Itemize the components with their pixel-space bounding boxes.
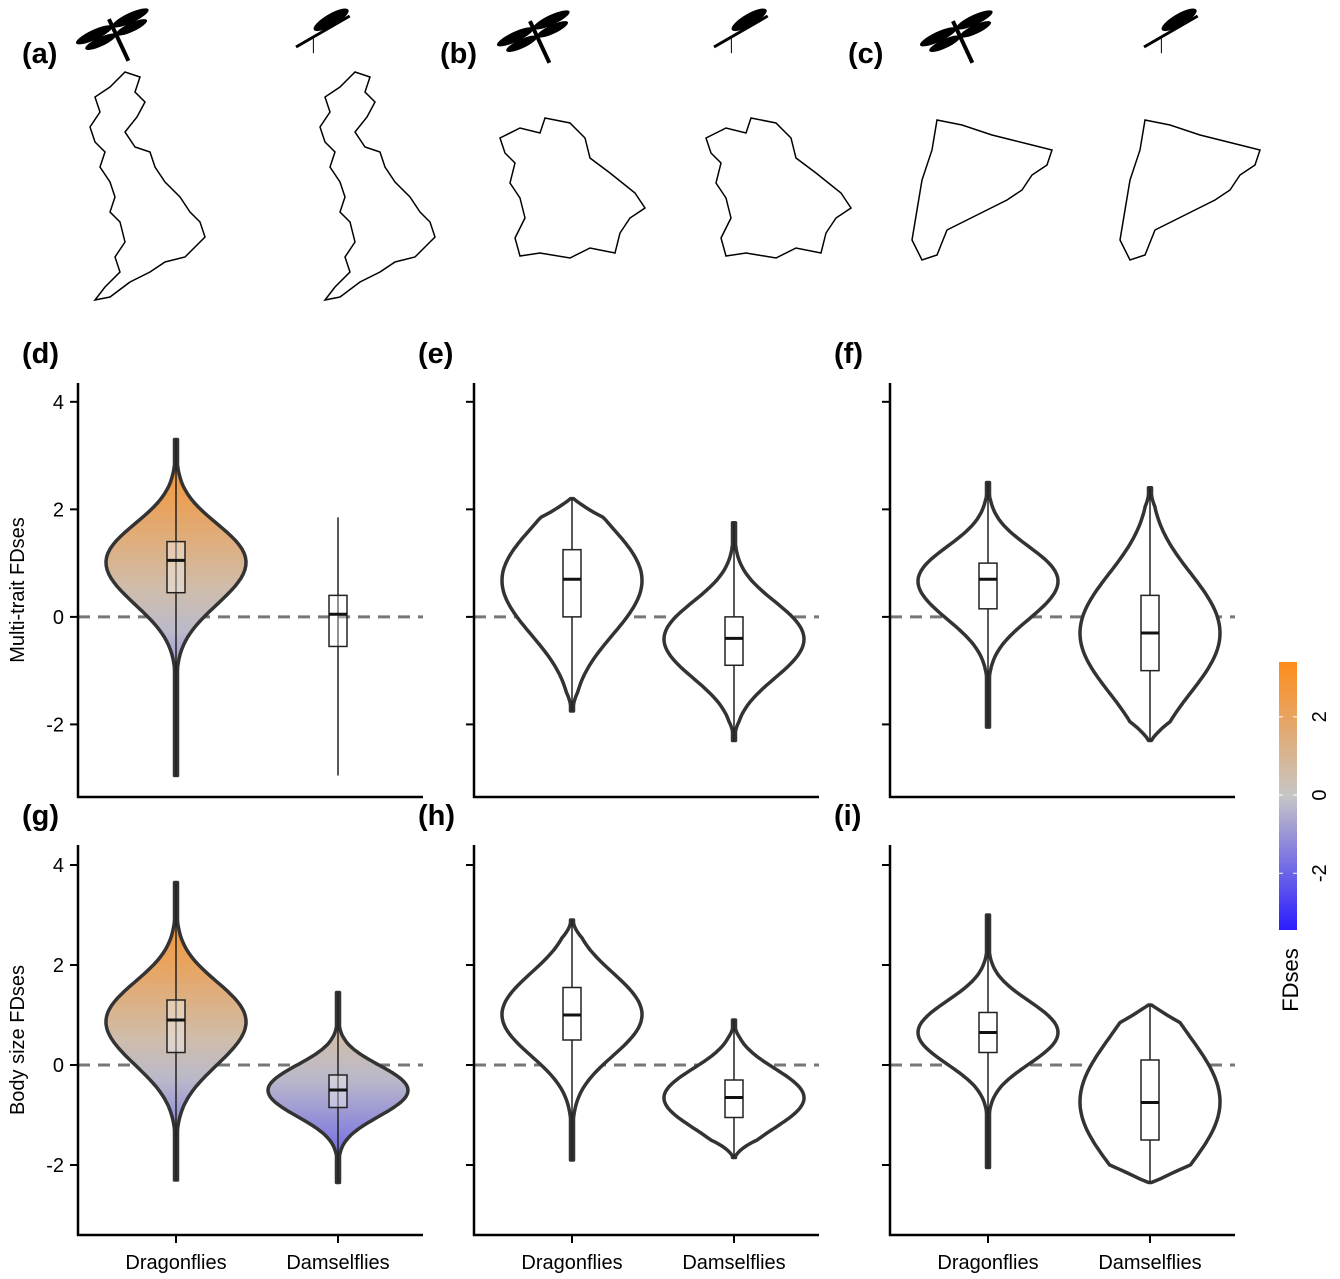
box [329, 595, 347, 646]
map-outline [1120, 120, 1260, 260]
box [167, 1000, 185, 1053]
insect-icons [73, 2, 1207, 79]
map-outline [320, 72, 435, 300]
panel-label: (f) [834, 338, 863, 370]
x-tick-label: Damselflies [1098, 1252, 1201, 1274]
colorbar-title: FDses [1278, 948, 1303, 1012]
x-tick-label: Damselflies [682, 1252, 785, 1274]
map-outline [706, 118, 851, 258]
damselfly-icon [708, 5, 776, 60]
panel-label: (i) [834, 800, 861, 832]
y-tick-label: 2 [53, 955, 64, 977]
y-tick-label: 0 [53, 1055, 64, 1077]
panel-label: (a) [22, 38, 57, 70]
map-outline [90, 72, 205, 300]
y-axis-label: Body size FDses [7, 965, 29, 1115]
damselfly-icon [1138, 5, 1206, 60]
y-tick-label: 4 [53, 392, 64, 414]
panel-label: (b) [440, 38, 477, 70]
colorbar [1279, 662, 1297, 930]
panel-label: (e) [418, 338, 453, 370]
x-tick-label: Dragonflies [937, 1252, 1038, 1274]
panel-label: (d) [22, 338, 59, 370]
box [167, 542, 185, 593]
map-outline [500, 118, 645, 258]
box [979, 563, 997, 609]
box [563, 550, 581, 617]
x-tick-label: Damselflies [286, 1252, 389, 1274]
y-tick-label: 4 [53, 855, 64, 877]
colorbar-tick-label: -2 [1309, 864, 1331, 882]
y-tick-label: 0 [53, 607, 64, 629]
map-outline [912, 120, 1052, 260]
x-tick-label: Dragonflies [125, 1252, 226, 1274]
y-tick-label: 2 [53, 499, 64, 521]
damselfly-icon [290, 5, 358, 60]
box [725, 617, 743, 665]
x-tick-label: Dragonflies [521, 1252, 622, 1274]
maps [90, 72, 1260, 300]
panel-label: (g) [22, 800, 59, 832]
dragonfly-icon [494, 4, 586, 79]
colorbar-tick-label: 0 [1309, 789, 1331, 800]
colorbar-tick-label: 2 [1309, 711, 1331, 722]
panel-label: (c) [848, 38, 883, 70]
panel-label: (h) [418, 800, 455, 832]
dragonfly-icon [73, 2, 165, 77]
y-tick-label: -2 [46, 714, 64, 736]
y-tick-label: -2 [46, 1155, 64, 1177]
y-axis-label: Multi-trait FDses [7, 517, 29, 663]
figure: (a) (b) (c) (d) Multi-trait FDses -2 0 2 4 (e) (f)… [0, 0, 1340, 1274]
dragonfly-icon [917, 4, 1009, 79]
box [1141, 1060, 1159, 1140]
